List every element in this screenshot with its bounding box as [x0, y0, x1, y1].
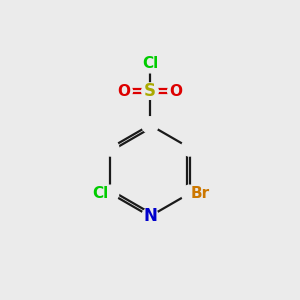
Text: Br: Br [190, 186, 209, 201]
Text: O: O [118, 84, 130, 99]
Text: O: O [169, 84, 182, 99]
Circle shape [142, 83, 158, 99]
Text: N: N [143, 207, 157, 225]
Text: Cl: Cl [92, 186, 108, 201]
Text: S: S [144, 82, 156, 100]
Circle shape [142, 56, 158, 73]
Circle shape [102, 185, 119, 202]
Circle shape [181, 140, 198, 156]
Text: Cl: Cl [142, 56, 158, 70]
Circle shape [168, 83, 184, 99]
Circle shape [142, 208, 158, 224]
Circle shape [142, 117, 158, 133]
Circle shape [102, 140, 119, 156]
Circle shape [116, 83, 132, 99]
Circle shape [181, 185, 198, 202]
